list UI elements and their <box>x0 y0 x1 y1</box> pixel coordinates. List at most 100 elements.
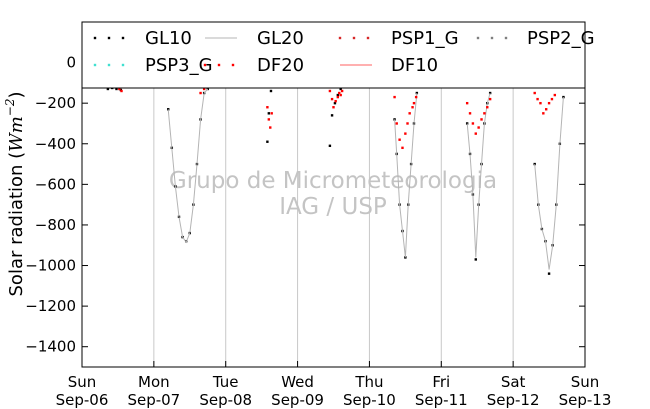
legend-swatch-df20 <box>217 63 221 67</box>
legend-entry-gl10: GL10 <box>93 28 192 49</box>
series-gl10-point <box>115 87 118 91</box>
series-df20-point <box>412 101 416 105</box>
series-gl10-point <box>333 101 337 105</box>
series-df20-point <box>477 126 480 129</box>
legend-box <box>81 21 586 89</box>
series-df20-point <box>338 91 341 95</box>
y-axis-label: Solar radiation (Wm−2) <box>3 91 27 296</box>
series-df20-point <box>536 97 539 101</box>
series-df20-point <box>542 112 545 115</box>
ticks: SunSep-06MonSep-07TueSep-08WedSep-09ThuS… <box>25 54 611 409</box>
series-gl10-point <box>562 95 565 99</box>
x-tick-label-day: Sat <box>501 373 526 391</box>
series-gl10-point <box>336 93 340 97</box>
legend-swatch-psp2-g <box>504 36 508 40</box>
legend-swatch-gl10 <box>121 36 125 40</box>
series-df20-point <box>550 97 554 101</box>
x-tick-label-date: Sep-09 <box>271 391 324 409</box>
series-gl20-line <box>394 92 418 258</box>
y-tick-label: −600 <box>35 175 76 193</box>
series-df20-point <box>480 118 483 121</box>
series-df20-point <box>488 97 492 101</box>
legend-swatch-psp1-g <box>352 36 356 40</box>
legend-swatch-psp1-g <box>366 36 370 40</box>
series-df20-point <box>339 93 342 97</box>
y-tick-label: −200 <box>35 94 76 112</box>
series-df20-point <box>202 87 206 91</box>
legend: GL10 GL20 PSP1_G PSP2_G PSP3_G DF20 DF10 <box>81 21 595 89</box>
y-tick-label: −1400 <box>25 338 76 356</box>
series-df20-point <box>118 87 121 91</box>
series-gl10-point <box>267 112 271 115</box>
legend-label-gl10: GL10 <box>145 28 192 49</box>
legend-entry-df10: DF10 <box>340 55 438 76</box>
x-tick-label-date: Sep-12 <box>487 391 540 409</box>
series-df20-point <box>395 122 398 125</box>
series-df20-point <box>336 95 340 99</box>
legend-entry-df20: DF20 <box>203 55 304 76</box>
y-axis-label-unit: Wm <box>6 116 27 152</box>
x-tick-label-date: Sep-10 <box>343 391 396 409</box>
legend-swatch-gl10 <box>93 36 97 40</box>
series-gl10-point <box>167 108 170 111</box>
series-df20-point <box>468 112 472 115</box>
series-gl10-point <box>269 89 273 93</box>
series-df20-point <box>474 132 477 135</box>
legend-swatch-psp2-g <box>476 36 480 40</box>
legend-swatch-psp3-g <box>121 63 125 67</box>
x-tick-label-day: Wed <box>281 373 314 391</box>
series-gl10-point <box>106 87 110 91</box>
series-df20-point <box>486 106 489 109</box>
legend-swatch-psp3-g <box>93 63 97 67</box>
y-tick-label: 0 <box>66 54 76 72</box>
legend-swatch-df20 <box>203 63 207 67</box>
series-df20-point <box>533 91 536 95</box>
legend-entry-psp1-g: PSP1_G <box>338 28 459 49</box>
series-gl10-point <box>533 162 536 166</box>
x-tick-label-date: Sep-11 <box>415 391 468 409</box>
series-df20-point <box>334 99 337 103</box>
watermark-line-1: Grupo de Micrometeorologia <box>169 168 497 194</box>
series-gl20-line <box>167 88 209 244</box>
series-gl10-point <box>465 122 469 125</box>
series-df20-point <box>330 97 334 101</box>
series-df20-point <box>483 112 486 115</box>
legend-swatch-psp1-g <box>338 36 342 40</box>
legend-label-gl20: GL20 <box>257 28 304 49</box>
y-tick-label: −800 <box>35 216 76 234</box>
series-df20-point <box>199 91 202 95</box>
series-df20-point <box>465 101 469 105</box>
series-gl10-point <box>474 258 477 261</box>
series-df20-point <box>553 93 557 97</box>
x-tick-label-date: Sep-06 <box>56 391 109 409</box>
series-df20-point <box>539 101 542 105</box>
x-tick-label-day: Tue <box>212 373 239 391</box>
series-df20-point <box>544 108 548 111</box>
legend-swatch-psp3-g <box>107 63 111 67</box>
legend-swatch-gl10 <box>107 36 111 40</box>
x-tick-label-day: Sun <box>68 373 97 391</box>
y-axis-label-text: Solar radiation ( <box>6 152 27 297</box>
watermark-line-2: IAG / USP <box>279 194 387 220</box>
x-tick-label-day: Sun <box>571 373 600 391</box>
series-df20-point <box>471 122 475 125</box>
legend-entry-gl20: GL20 <box>205 28 304 49</box>
legend-label-df10: DF10 <box>391 55 438 76</box>
legend-swatch-df20 <box>231 63 235 67</box>
series-df20-point <box>340 89 344 93</box>
series-df20-point <box>393 95 396 99</box>
series-gl10-point <box>330 114 334 117</box>
series-layer <box>102 85 565 275</box>
x-tick-label-day: Mon <box>138 373 170 391</box>
series-df20-point <box>401 146 404 150</box>
legend-label-psp3-g: PSP3_G <box>145 55 213 76</box>
series-df20-point <box>332 106 335 109</box>
series-df20-point <box>406 122 409 125</box>
series-df20-point <box>120 89 123 93</box>
legend-swatch-psp2-g <box>490 36 494 40</box>
series-df20-point <box>328 89 332 93</box>
series-df20-point <box>269 126 272 129</box>
legend-label-df20: DF20 <box>257 55 304 76</box>
series-gl20-line <box>466 92 491 258</box>
legend-label-psp1-g: PSP1_G <box>391 28 459 49</box>
